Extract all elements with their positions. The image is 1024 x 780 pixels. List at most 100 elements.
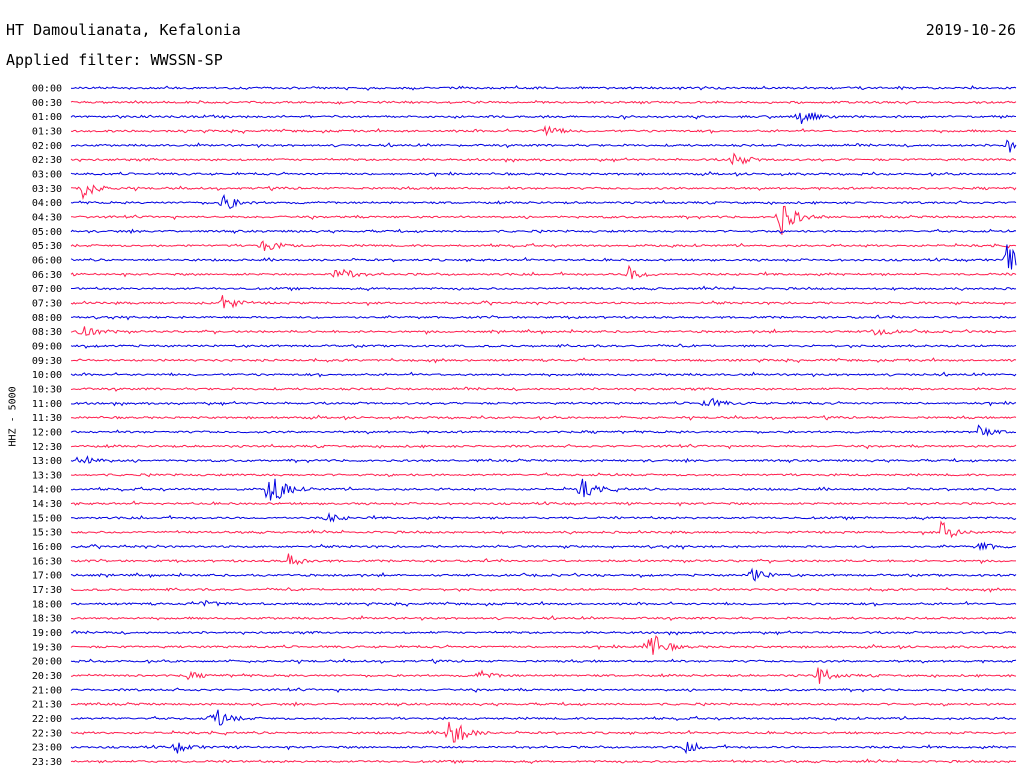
row-time-label: 18:00 [32, 599, 62, 610]
trace-line [70, 371, 1017, 378]
row-time-label: 12:30 [32, 442, 62, 453]
row-time-label: 14:30 [32, 499, 62, 510]
row-time-label: 00:00 [32, 84, 62, 95]
row-time-label: 21:30 [32, 700, 62, 711]
trace-line [70, 511, 1017, 523]
trace-line [70, 152, 1016, 166]
row-time-label: 12:00 [32, 427, 62, 438]
row-time-label: 01:00 [32, 112, 62, 123]
row-time-label: 15:00 [32, 513, 62, 524]
row-time-label: 05:00 [32, 227, 62, 238]
trace-line [71, 285, 1017, 292]
trace-line [70, 658, 1017, 665]
row-time-label: 04:30 [32, 212, 62, 223]
trace-line [70, 472, 1017, 478]
row-time-label: 05:30 [32, 241, 62, 252]
trace-line [70, 397, 1017, 408]
row-time-label: 20:30 [32, 671, 62, 682]
trace-line [70, 99, 1017, 105]
trace-line [70, 455, 1017, 464]
trace-line [70, 553, 1016, 566]
trace-line [70, 184, 1017, 201]
trace-line [70, 85, 1017, 91]
row-time-label: 20:00 [32, 657, 62, 668]
trace-line [70, 228, 1017, 235]
trace-line [70, 709, 1017, 726]
row-time-label: 22:00 [32, 714, 62, 725]
row-time-label: 21:00 [32, 685, 62, 696]
row-time-label: 08:00 [32, 313, 62, 324]
trace-line [70, 205, 1017, 235]
row-time-label: 00:30 [32, 98, 62, 109]
trace-line [70, 244, 1017, 270]
station-title: HT Damoulianata, Kefalonia [6, 21, 241, 39]
trace-line [70, 667, 1017, 684]
trace-line [70, 139, 1017, 153]
filter-label: Applied filter: WWSSN-SP [6, 51, 223, 69]
row-time-label: 17:30 [32, 585, 62, 596]
trace-line [70, 240, 1017, 252]
trace-line [70, 599, 1017, 607]
trace-line [70, 326, 1017, 336]
trace-line [70, 386, 1017, 392]
row-time-label: 03:00 [32, 169, 62, 180]
trace-line [70, 424, 1017, 437]
row-time-label: 15:30 [32, 528, 62, 539]
row-time-label: 01:30 [32, 126, 62, 137]
row-time-label: 19:00 [32, 628, 62, 639]
trace-line [70, 587, 1017, 593]
trace-line [70, 111, 1017, 124]
trace-line [70, 443, 1017, 450]
trace-line [70, 721, 1017, 743]
row-time-label: 10:00 [32, 370, 62, 381]
trace-line [70, 701, 1017, 707]
row-time-label: 09:30 [32, 356, 62, 367]
row-time-label: 14:00 [32, 485, 62, 496]
row-time-label: 09:00 [32, 341, 62, 352]
row-time-label: 11:00 [32, 399, 62, 410]
row-time-label: 02:30 [32, 155, 62, 166]
row-time-label: 02:00 [32, 141, 62, 152]
trace-line [70, 635, 1017, 655]
row-time-label: 13:00 [32, 456, 62, 467]
trace-line [70, 264, 1017, 280]
trace-line [70, 295, 1016, 309]
trace-line [70, 500, 1017, 507]
trace-line [70, 343, 1017, 349]
trace-line [70, 541, 1017, 552]
trace-line [70, 193, 1017, 210]
row-time-label: 23:30 [32, 757, 62, 768]
row-time-label: 11:30 [32, 413, 62, 424]
date-label: 2019-10-26 [925, 21, 1016, 39]
trace-line [70, 520, 1017, 539]
trace-line [70, 567, 1017, 582]
trace-line [70, 741, 1017, 755]
trace-line [70, 314, 1017, 321]
trace-line [70, 125, 1016, 137]
trace-line [70, 414, 1017, 421]
row-time-label: 23:00 [32, 743, 62, 754]
row-time-label: 04:00 [32, 198, 62, 209]
row-time-label: 08:30 [32, 327, 62, 338]
row-time-label: 06:00 [32, 255, 62, 266]
row-time-label: 06:30 [32, 270, 62, 281]
trace-line [71, 630, 1017, 636]
row-time-label: 13:30 [32, 470, 62, 481]
trace-line [70, 758, 1017, 765]
row-time-label: 07:30 [32, 298, 62, 309]
row-time-label: 16:30 [32, 556, 62, 567]
trace-line [70, 615, 1017, 622]
trace-line [70, 478, 1017, 501]
row-time-label: 03:30 [32, 184, 62, 195]
row-time-label: 18:30 [32, 614, 62, 625]
row-time-label: 07:00 [32, 284, 62, 295]
trace-line [70, 357, 1017, 364]
row-time-label: 19:30 [32, 642, 62, 653]
row-time-label: 16:00 [32, 542, 62, 553]
trace-line [70, 170, 1017, 178]
row-time-label: 22:30 [32, 728, 62, 739]
row-time-label: 17:00 [32, 571, 62, 582]
row-time-label: 10:30 [32, 384, 62, 395]
trace-line [70, 687, 1017, 694]
